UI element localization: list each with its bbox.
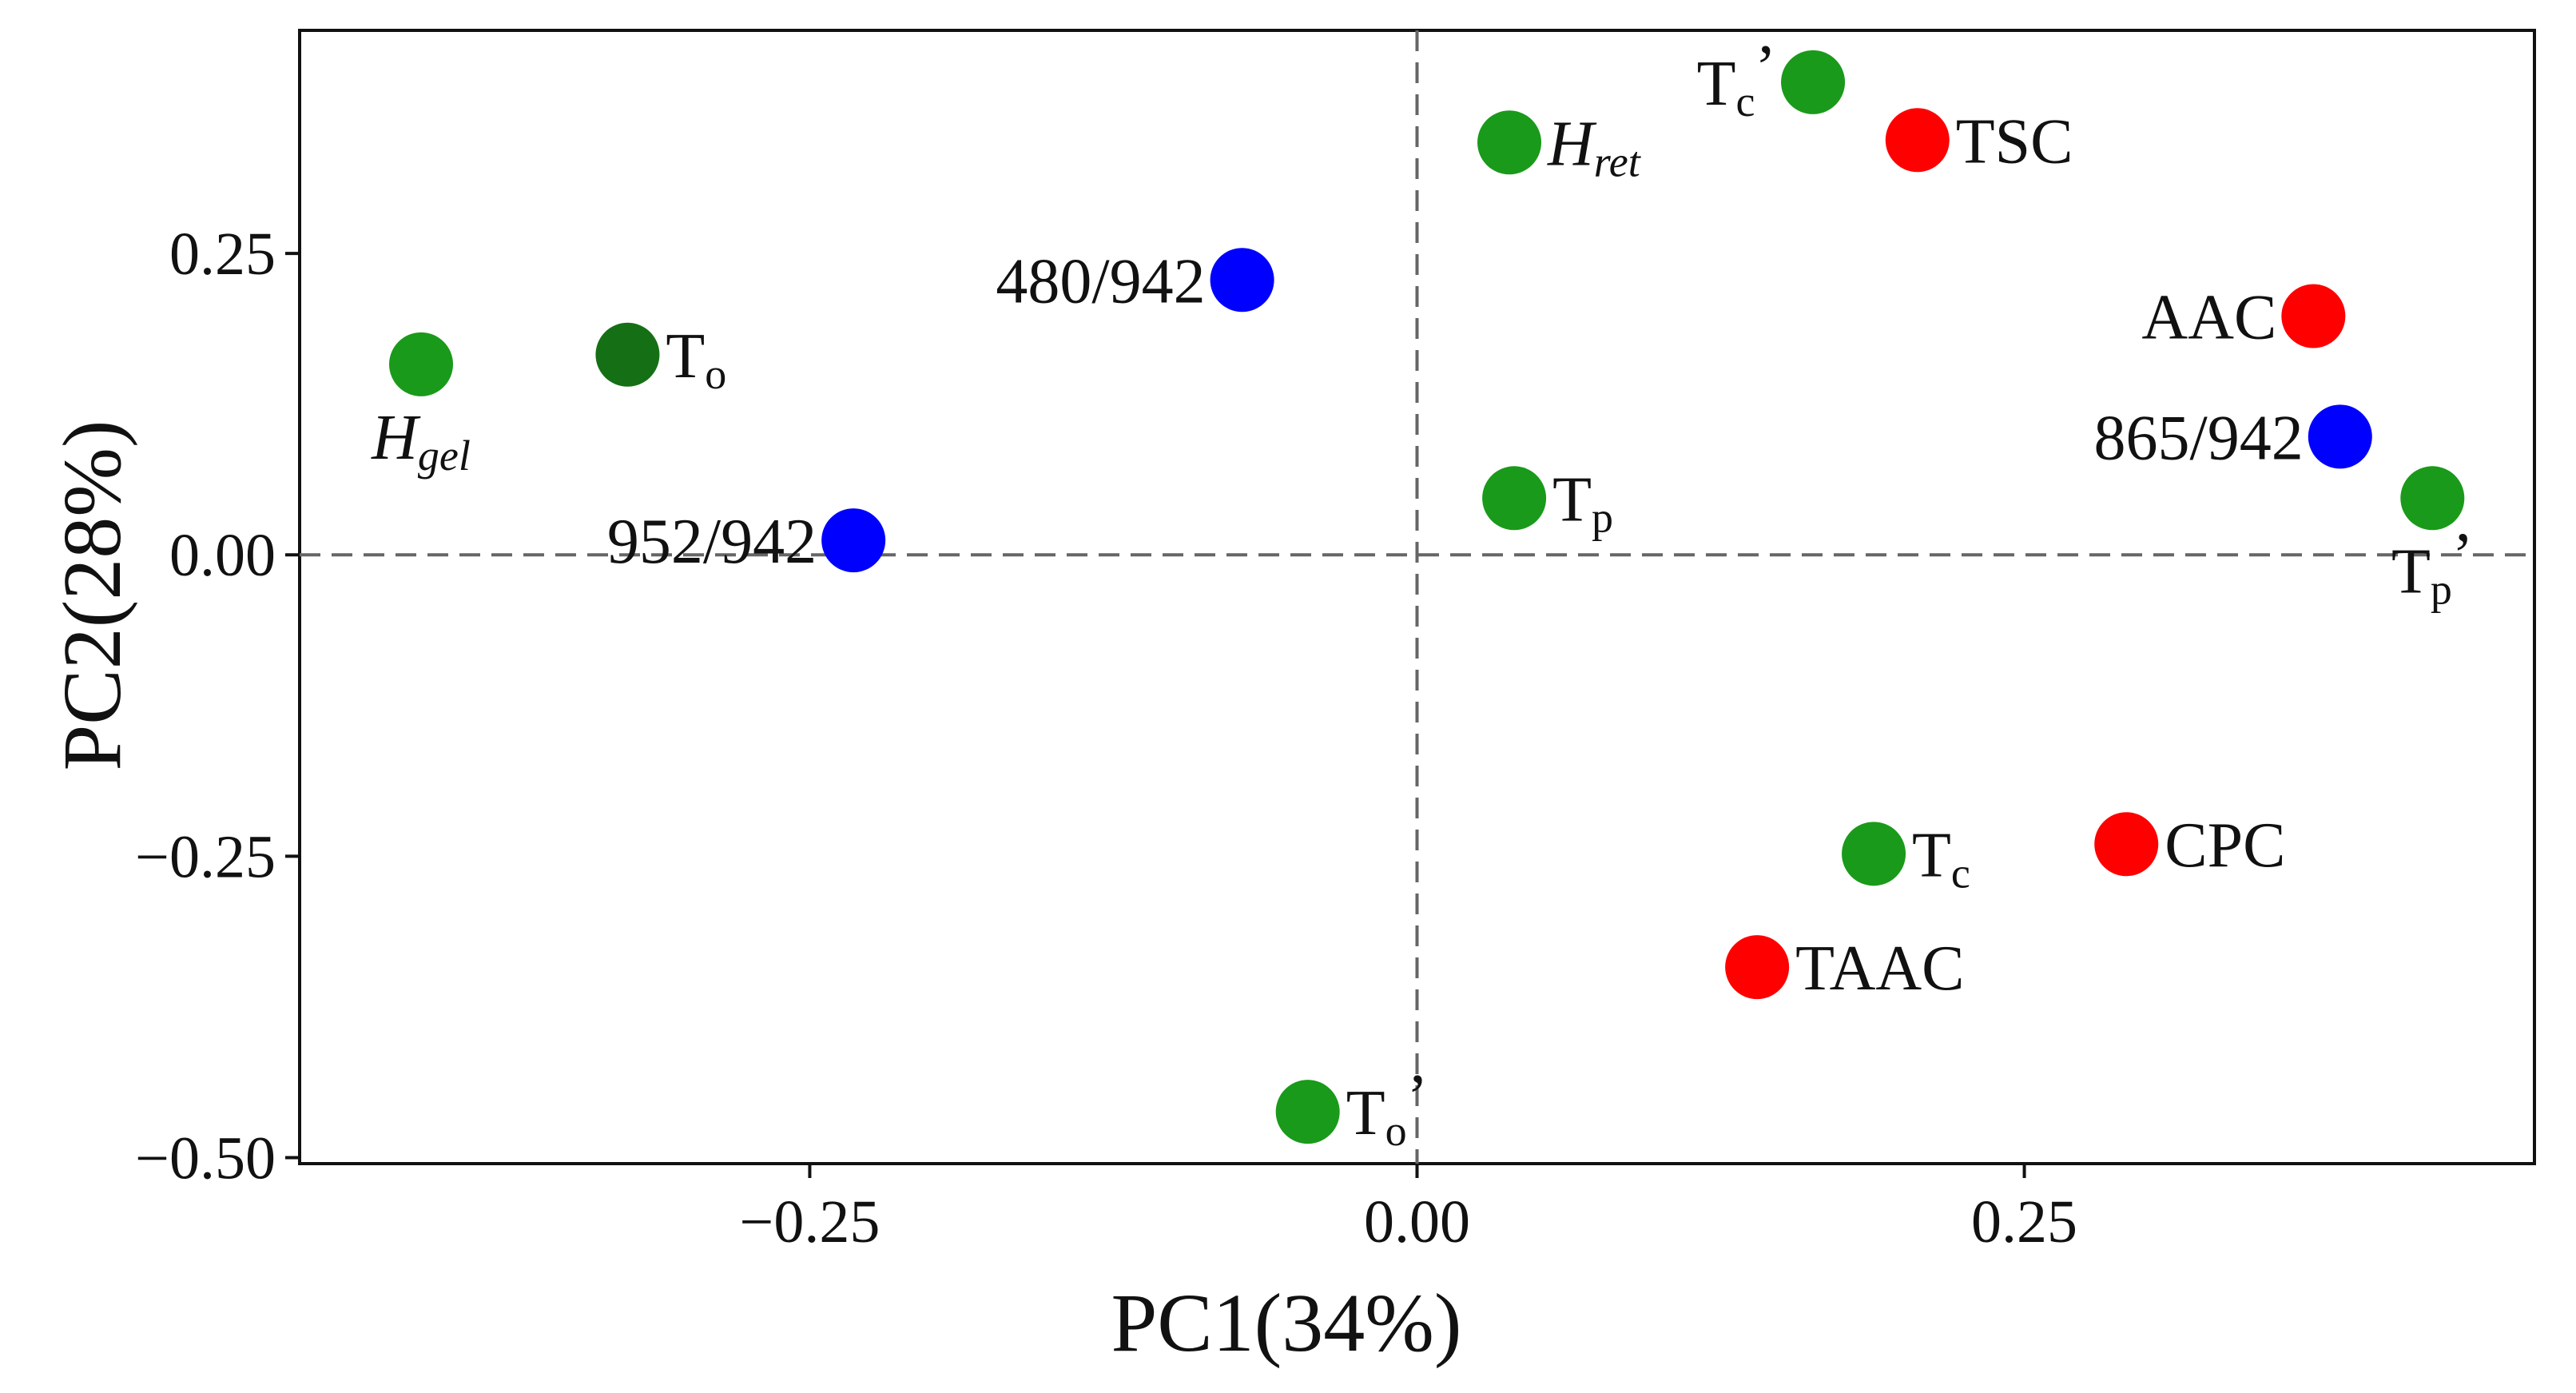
point-t-o: To (595, 321, 726, 398)
x-tick-label: 0.00 (1364, 1188, 1470, 1256)
point-aac: AAC (2141, 283, 2346, 353)
point-marker (2400, 466, 2465, 531)
point-label: AAC (2141, 283, 2276, 353)
point-cpc: CPC (2094, 810, 2285, 881)
point-t-p: Tp (1482, 464, 1613, 541)
point-marker (2281, 284, 2346, 348)
point-marker (2308, 404, 2372, 469)
point-r865-942: 865/942 (2094, 403, 2372, 473)
x-tick-label: −0.25 (740, 1188, 881, 1256)
point-tp-prime: Tp’ (2391, 466, 2474, 613)
x-axis: −0.25 0.00 0.25 (740, 1164, 2077, 1256)
y-tick-label: 0.25 (169, 221, 276, 288)
point-r952-942: 952/942 (607, 507, 886, 577)
y-axis-title: PC2(28%) (46, 420, 138, 770)
point-tc-prime: Tc’ (1697, 33, 1846, 125)
point-label: Tc’ (1697, 33, 1776, 125)
point-label: Hret (1547, 109, 1642, 185)
point-label: 480/942 (996, 246, 1205, 316)
point-label: TAAC (1795, 933, 1964, 1004)
point-marker (1781, 50, 1846, 114)
x-axis-title: PC1(34%) (1111, 1277, 1461, 1369)
y-tick-label: −0.25 (135, 823, 276, 890)
point-tsc: TSC (1885, 106, 2073, 177)
point-marker (1482, 466, 1547, 531)
reference-lines (300, 30, 2534, 1164)
point-marker (1885, 108, 1950, 173)
point-label: Tp (1552, 464, 1613, 541)
point-h-ret: Hret (1477, 109, 1642, 185)
point-taac: TAAC (1725, 933, 1965, 1004)
point-label: TSC (1956, 106, 2073, 177)
x-tick-label: 0.25 (1971, 1188, 2077, 1256)
point-marker (389, 332, 454, 396)
y-tick-label: 0.00 (169, 522, 276, 589)
point-label: 952/942 (607, 507, 817, 577)
point-marker (1210, 248, 1274, 312)
point-marker (595, 322, 660, 387)
y-tick-label: −0.50 (135, 1124, 276, 1192)
point-r480-942: 480/942 (996, 246, 1274, 316)
point-label: Tc (1912, 820, 1970, 897)
point-t-c: Tc (1842, 820, 1970, 897)
data-points: Tc’ Hret TSC 480/942 AAC Hgel To 865/942 Tp Tp’ 95… (371, 33, 2473, 1155)
point-marker (1477, 110, 1542, 175)
point-marker (821, 508, 886, 573)
point-marker (2094, 812, 2159, 877)
point-label: Tp’ (2391, 520, 2474, 613)
point-to-prime: To’ (1275, 1062, 1429, 1155)
point-marker (1275, 1080, 1340, 1144)
point-label: 865/942 (2094, 403, 2304, 473)
point-h-gel: Hgel (371, 332, 471, 480)
point-label: To (666, 321, 726, 398)
y-axis: 0.25 0.00 −0.25 −0.50 (135, 221, 300, 1192)
point-label: Hgel (371, 403, 471, 480)
point-marker (1725, 935, 1790, 1000)
point-label: To’ (1346, 1062, 1429, 1155)
point-marker (1842, 822, 1906, 886)
point-label: CPC (2165, 810, 2285, 881)
